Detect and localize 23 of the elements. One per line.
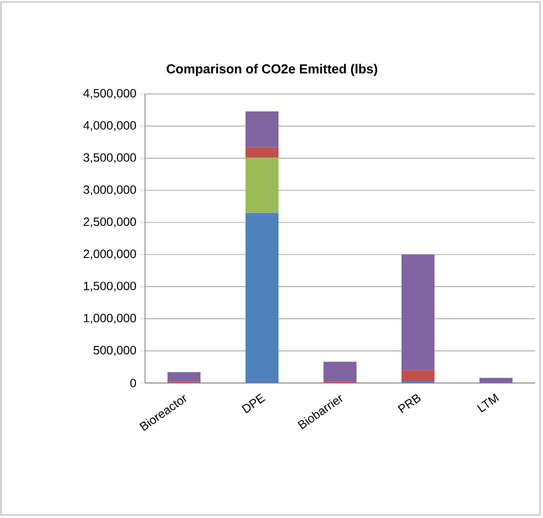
y-tick-label: 500,000 bbox=[94, 346, 136, 356]
bar bbox=[402, 254, 434, 370]
y-tick-label: 4,500,000 bbox=[83, 89, 136, 99]
bar bbox=[246, 111, 278, 148]
bar bbox=[246, 158, 278, 213]
y-tick-label: 2,000,000 bbox=[84, 250, 136, 260]
y-tick-label: 0 bbox=[130, 378, 136, 388]
y-tick-label: 1,500,000 bbox=[84, 282, 136, 292]
x-tick-label: DPE bbox=[242, 393, 266, 414]
y-tick-label: 3,000,000 bbox=[84, 185, 136, 196]
y-tick-label: 4,000,000 bbox=[83, 121, 136, 132]
x-tick-label: PRB bbox=[398, 394, 420, 414]
y-tick-label: 3,500,000 bbox=[84, 153, 136, 164]
bar bbox=[246, 212, 278, 383]
bar bbox=[246, 147, 278, 158]
bar bbox=[402, 370, 434, 382]
bar bbox=[480, 378, 512, 383]
bar bbox=[324, 362, 357, 382]
bar bbox=[168, 372, 201, 382]
y-tick-label: 1,000,000 bbox=[84, 314, 136, 324]
chart-title: Comparison of CO2e Emitted (lbs) bbox=[166, 64, 378, 76]
x-tick-label: LTM bbox=[477, 393, 500, 412]
y-tick-label: 2,500,000 bbox=[84, 217, 136, 228]
